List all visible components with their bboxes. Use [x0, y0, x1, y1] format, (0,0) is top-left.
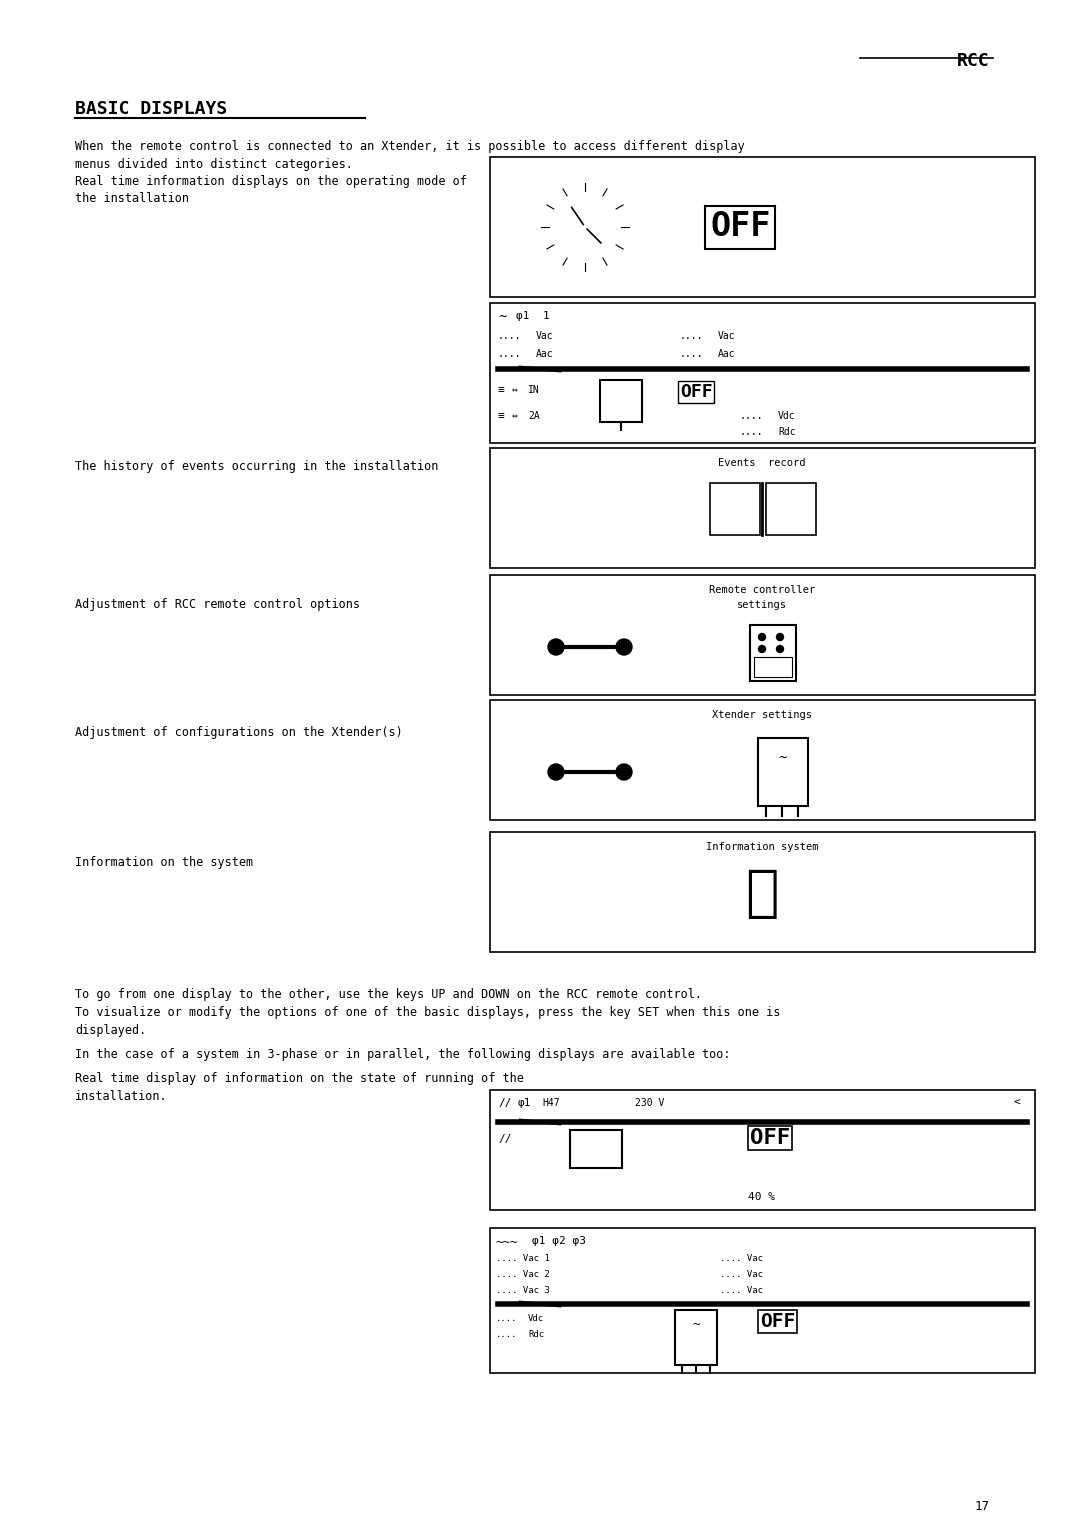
Text: ....: .... — [680, 348, 703, 359]
Circle shape — [616, 639, 632, 656]
Text: To visualize or modify the options of one of the basic displays, press the key S: To visualize or modify the options of on… — [75, 1005, 781, 1019]
Text: Adjustment of configurations on the Xtender(s): Adjustment of configurations on the Xten… — [75, 726, 403, 740]
Text: //: // — [498, 1134, 512, 1144]
Bar — [490, 448, 1035, 568]
Text: displayed.: displayed. — [75, 1024, 146, 1038]
Text: //: // — [498, 1099, 512, 1108]
Bar — [754, 657, 792, 677]
Text: Events  record: Events record — [718, 458, 806, 468]
Text: Vac: Vac — [536, 332, 554, 341]
Text: Aac: Aac — [536, 348, 554, 359]
Text: <: < — [1013, 1099, 1020, 1108]
Bar — [675, 1309, 717, 1365]
Bar — [570, 1131, 622, 1167]
Text: ~: ~ — [498, 312, 507, 325]
Text: The history of events occurring in the installation: The history of events occurring in the i… — [75, 460, 438, 474]
Text: ....: .... — [498, 332, 522, 341]
Text: settings: settings — [737, 601, 787, 610]
Bar — [758, 738, 808, 805]
Text: ....: .... — [498, 348, 522, 359]
Text: Remote controller: Remote controller — [708, 585, 815, 594]
Text: ....: .... — [740, 411, 764, 422]
Bar — [490, 1089, 1035, 1210]
Bar — [490, 575, 1035, 695]
Text: 230 V: 230 V — [635, 1099, 664, 1108]
Text: ~: ~ — [692, 1319, 700, 1331]
Bar — [490, 1229, 1035, 1374]
Bar — [490, 700, 1035, 821]
Text: OFF: OFF — [710, 211, 770, 243]
Text: Vac: Vac — [718, 332, 735, 341]
Text: BASIC DISPLAYS: BASIC DISPLAYS — [75, 99, 227, 118]
Text: ≡: ≡ — [498, 385, 504, 396]
Bar — [490, 833, 1035, 952]
Text: φ1 φ2 φ3: φ1 φ2 φ3 — [532, 1236, 586, 1245]
Text: .... Vac 3: .... Vac 3 — [496, 1287, 550, 1296]
Text: .... Vac: .... Vac — [720, 1254, 762, 1264]
Text: ≡: ≡ — [498, 411, 504, 422]
Text: ⇔: ⇔ — [512, 385, 518, 396]
Circle shape — [616, 764, 632, 779]
Text: Real time display of information on the state of running of the: Real time display of information on the … — [75, 1073, 524, 1085]
Text: ~~~: ~~~ — [496, 1236, 518, 1248]
Bar — [490, 303, 1035, 443]
Text: OFF: OFF — [750, 1128, 791, 1148]
Text: ℹ: ℹ — [745, 866, 779, 920]
Text: Information on the system: Information on the system — [75, 856, 253, 869]
Text: .... Vac: .... Vac — [720, 1270, 762, 1279]
Text: OFF: OFF — [680, 384, 713, 400]
Text: Xtender settings: Xtender settings — [712, 711, 812, 720]
Bar — [600, 380, 642, 422]
Bar — [710, 483, 760, 535]
Text: 40 %: 40 % — [748, 1192, 775, 1203]
Text: φ1: φ1 — [518, 1099, 531, 1108]
Circle shape — [758, 645, 766, 652]
Text: the installation: the installation — [75, 193, 189, 205]
Text: Rdc: Rdc — [528, 1329, 544, 1339]
Text: Rdc: Rdc — [778, 426, 796, 437]
Text: ....: .... — [680, 332, 703, 341]
Text: ....: .... — [496, 1329, 517, 1339]
Circle shape — [548, 639, 564, 656]
Text: Vdc: Vdc — [528, 1314, 544, 1323]
Text: To go from one display to the other, use the keys UP and DOWN on the RCC remote : To go from one display to the other, use… — [75, 989, 702, 1001]
Circle shape — [777, 645, 783, 652]
Circle shape — [758, 634, 766, 640]
Text: IN: IN — [528, 385, 540, 396]
Text: Aac: Aac — [718, 348, 735, 359]
Text: ⇔: ⇔ — [512, 411, 518, 422]
Text: Real time information displays on the operating mode of: Real time information displays on the op… — [75, 176, 467, 188]
Text: ~: ~ — [779, 752, 787, 766]
Text: Information system: Information system — [705, 842, 819, 853]
Text: 17: 17 — [975, 1500, 990, 1513]
Text: menus divided into distinct categories.: menus divided into distinct categories. — [75, 157, 353, 171]
Text: H47: H47 — [542, 1099, 559, 1108]
Bar — [490, 157, 1035, 296]
Text: When the remote control is connected to an Xtender, it is possible to access dif: When the remote control is connected to … — [75, 141, 745, 153]
Text: Vdc: Vdc — [778, 411, 796, 422]
Text: installation.: installation. — [75, 1089, 167, 1103]
Circle shape — [548, 764, 564, 779]
Text: ....: .... — [496, 1314, 517, 1323]
Text: .... Vac 2: .... Vac 2 — [496, 1270, 550, 1279]
Text: OFF: OFF — [760, 1313, 795, 1331]
Text: φ1  1: φ1 1 — [516, 312, 550, 321]
Circle shape — [777, 634, 783, 640]
Text: Adjustment of RCC remote control options: Adjustment of RCC remote control options — [75, 597, 360, 611]
Text: ....: .... — [740, 426, 764, 437]
Bar — [750, 625, 796, 681]
Text: In the case of a system in 3-phase or in parallel, the following displays are av: In the case of a system in 3-phase or in… — [75, 1048, 730, 1060]
Bar — [766, 483, 816, 535]
Text: 2A: 2A — [528, 411, 540, 422]
Text: .... Vac: .... Vac — [720, 1287, 762, 1296]
Text: RCC: RCC — [957, 52, 990, 70]
Text: .... Vac 1: .... Vac 1 — [496, 1254, 550, 1264]
